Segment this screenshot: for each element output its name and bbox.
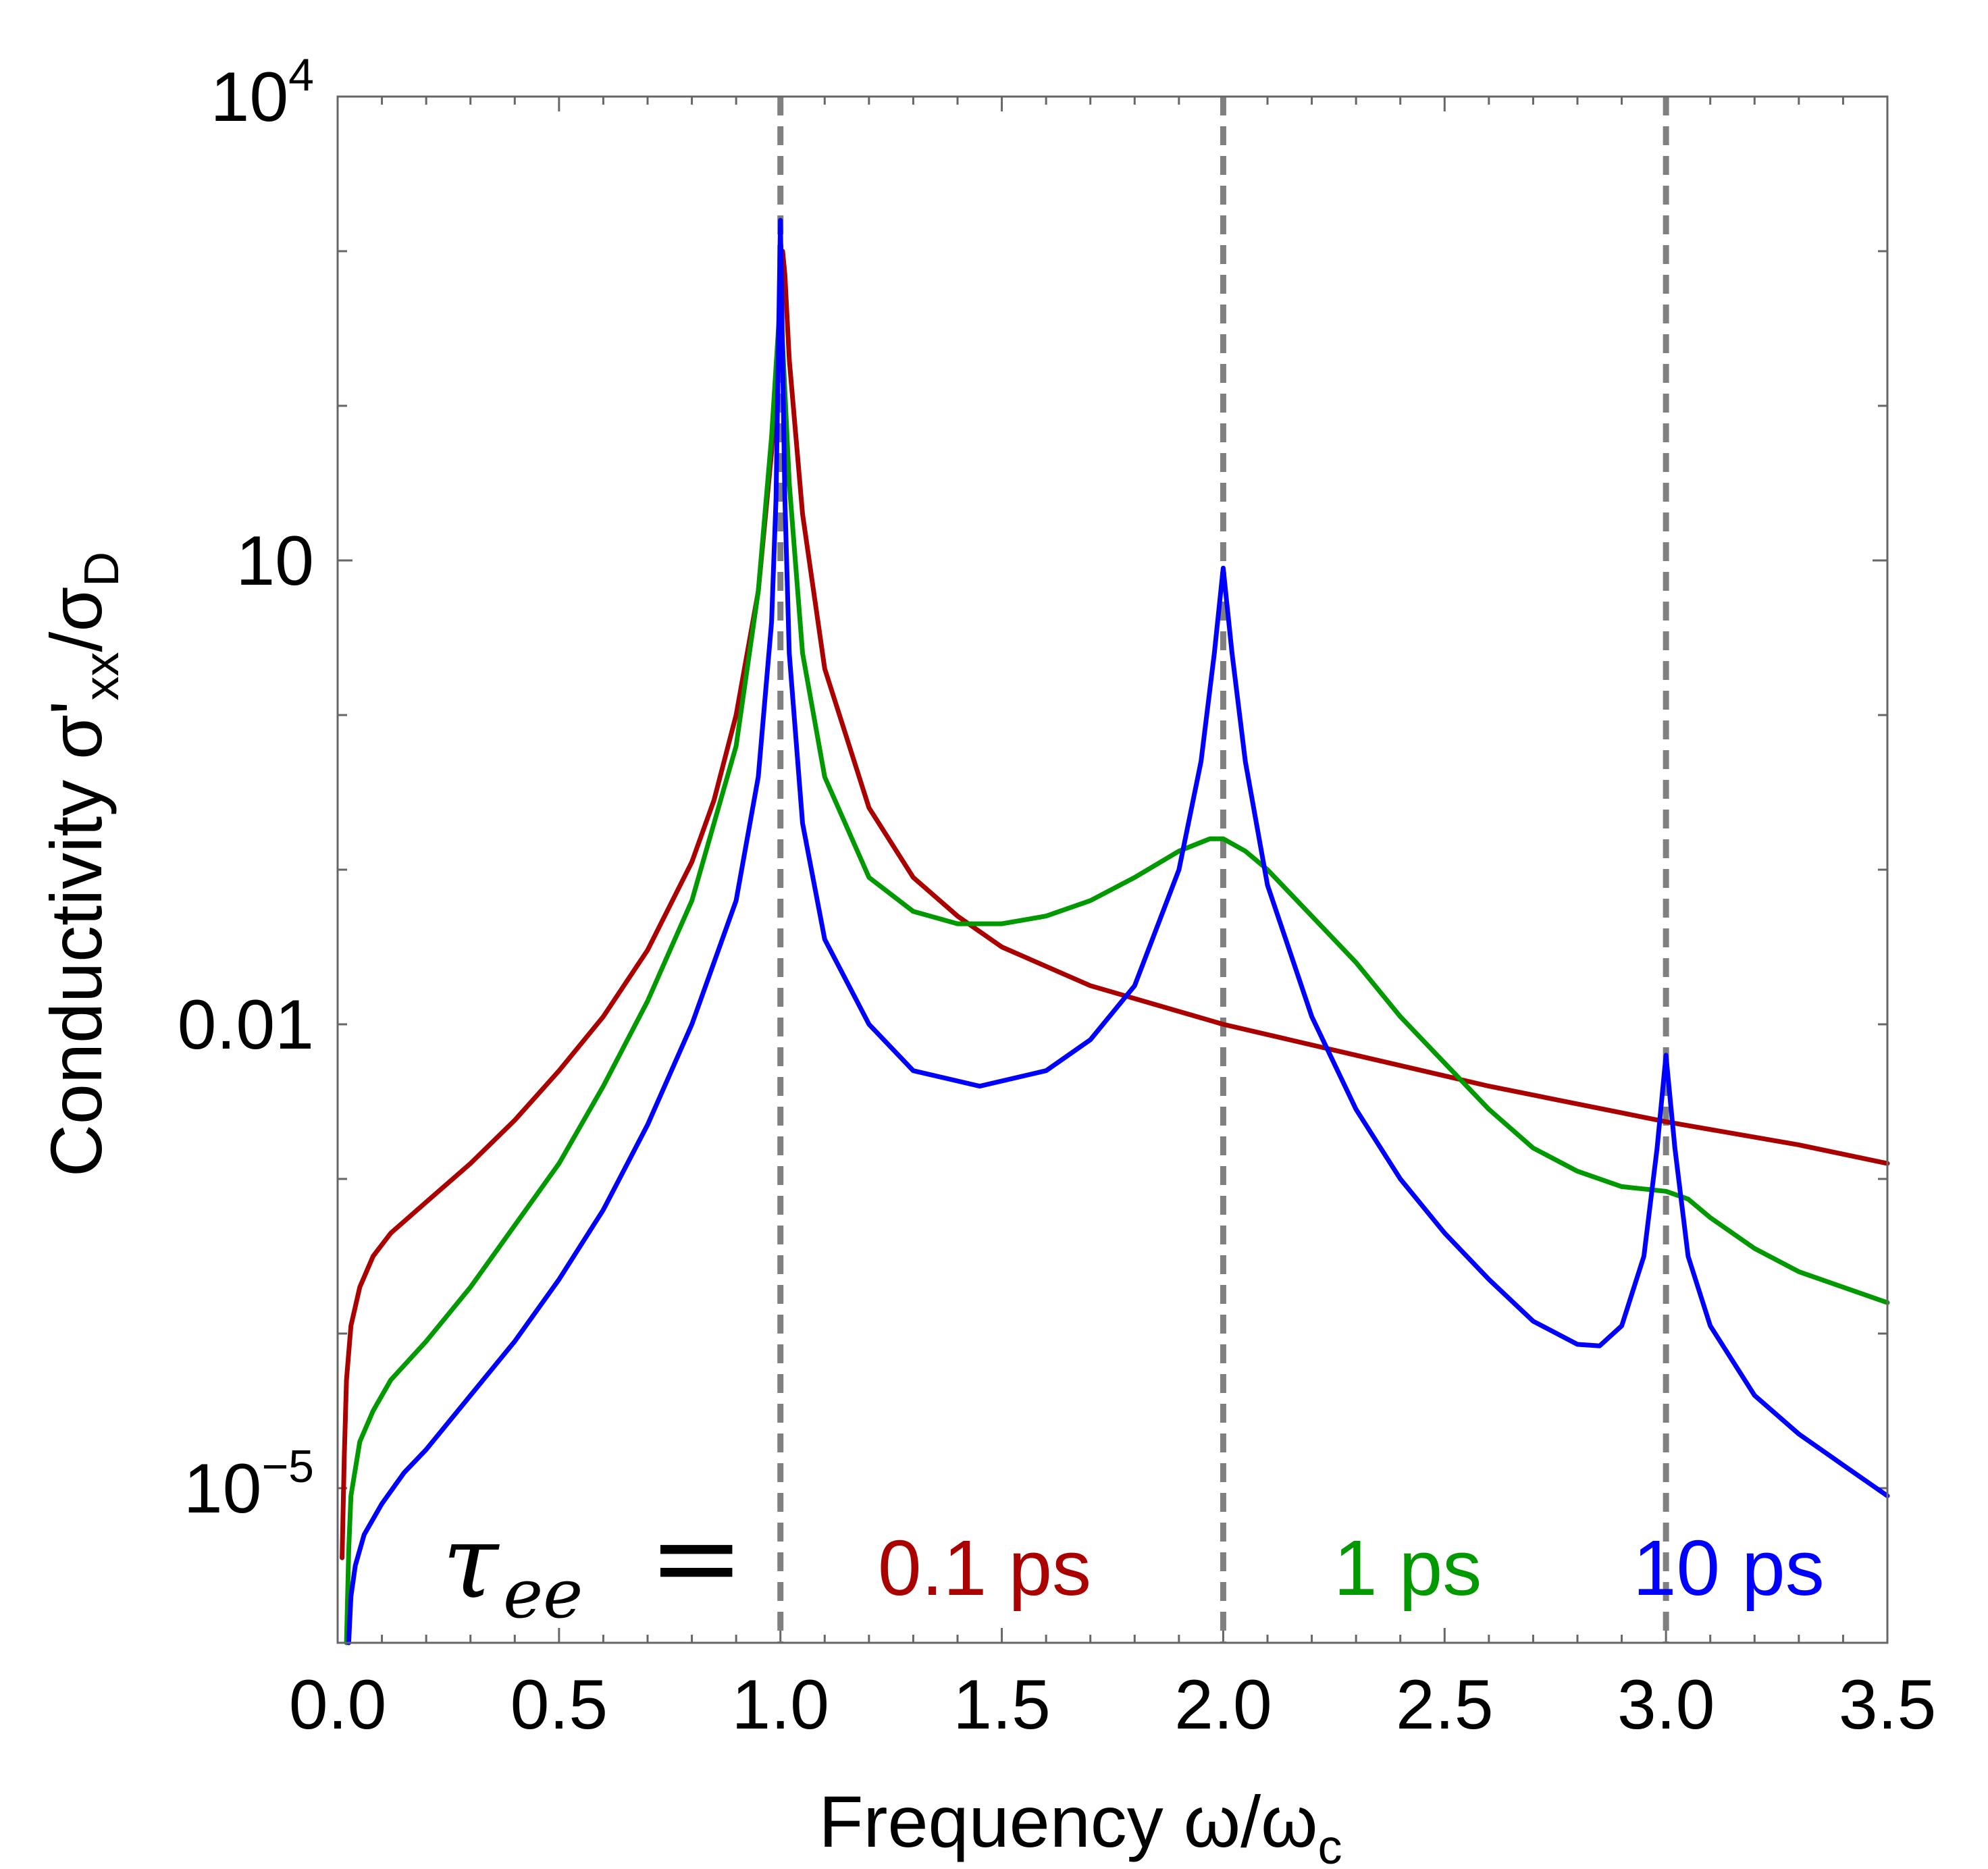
x-tick-label: 0.5 [511, 1666, 608, 1744]
legend-tau-symbol: τ [442, 1504, 500, 1621]
series-group [340, 217, 1890, 1646]
x-tick-label: 2.0 [1174, 1666, 1272, 1744]
y-tick-labels: 104 10 0.01 10−5 [178, 49, 314, 1528]
x-tick-label: 3.5 [1839, 1666, 1937, 1744]
y-tick-label: 0.01 [178, 986, 314, 1064]
x-axis-label: Frequency ω/ωc [819, 1781, 1342, 1869]
x-tick-label: 1.0 [731, 1666, 829, 1744]
x-tick-label: 0.0 [289, 1666, 387, 1744]
y-tick-label: 10−5 [184, 1441, 314, 1528]
x-tick-labels: 0.0 0.5 1.0 1.5 2.0 2.5 3.0 3.5 [289, 1666, 1937, 1744]
series-line-1ps [344, 295, 1890, 1646]
series-line-10ps [346, 217, 1890, 1646]
y-tick-label: 104 [210, 49, 314, 136]
x-axis-label-sub: c [1317, 1820, 1342, 1869]
plot-frame [336, 95, 1889, 1644]
legend-entry-1ps: 1 ps [1334, 1524, 1482, 1612]
x-tick-label: 1.5 [953, 1666, 1051, 1744]
y-tick-label: 10 [236, 522, 314, 600]
legend-tau-subscript: ee [503, 1554, 583, 1633]
legend: τ ee = 0.1 ps 1 ps 10 ps [442, 1491, 1825, 1633]
legend-entry-10ps: 10 ps [1633, 1524, 1825, 1612]
y-axis-label: Conductivity σ'xx/σD [35, 552, 129, 1177]
y-axis-label-mid: /σ [35, 587, 117, 652]
x-tick-label: 2.5 [1396, 1666, 1494, 1744]
x-tick-label: 3.0 [1617, 1666, 1715, 1744]
y-axis-label-sub2: D [75, 552, 129, 587]
legend-entry-0.1ps: 0.1 ps [878, 1524, 1091, 1612]
y-axis-label-main: Conductivity σ' [35, 701, 117, 1178]
x-axis-label-main: Frequency ω/ω [819, 1781, 1318, 1862]
y-axis-label-sub1: xx [75, 652, 129, 701]
resonance-lines [777, 97, 1669, 1643]
legend-equals: = [648, 1491, 744, 1625]
